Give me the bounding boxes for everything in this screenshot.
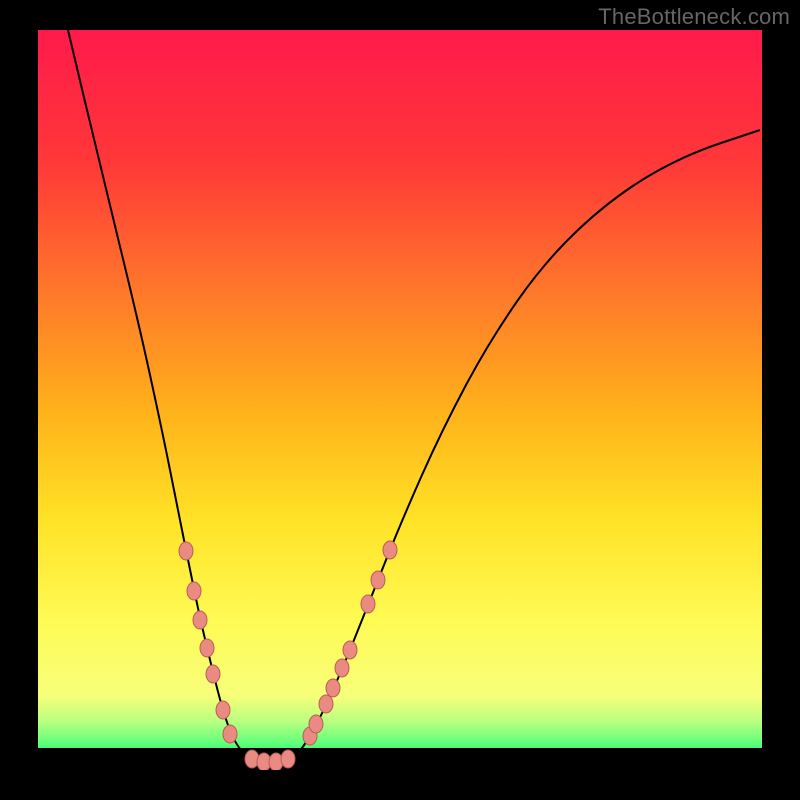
stage: TheBottleneck.com <box>0 0 800 800</box>
plot-area <box>38 30 762 771</box>
inner-black-bottom <box>38 748 762 770</box>
curve-marker <box>343 641 357 659</box>
curve-marker <box>216 701 230 719</box>
curve-marker <box>206 665 220 683</box>
curve-marker <box>319 695 333 713</box>
watermark-text: TheBottleneck.com <box>598 4 790 30</box>
curve-marker <box>187 582 201 600</box>
curve-marker <box>223 725 237 743</box>
curve-marker <box>193 611 207 629</box>
curve-marker <box>309 715 323 733</box>
curve-marker <box>335 659 349 677</box>
curve-marker <box>361 595 375 613</box>
bottleneck-chart <box>0 0 800 800</box>
gradient-background <box>38 30 762 770</box>
curve-marker <box>200 639 214 657</box>
curve-marker <box>383 541 397 559</box>
curve-marker <box>281 750 295 768</box>
curve-marker <box>179 542 193 560</box>
curve-marker <box>371 571 385 589</box>
curve-marker <box>326 679 340 697</box>
